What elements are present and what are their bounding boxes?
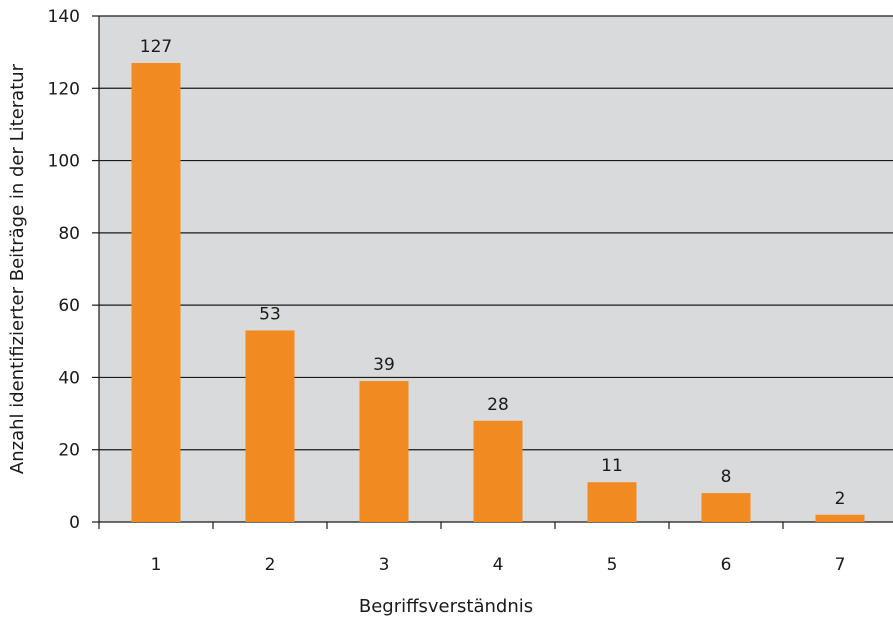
bar [245, 330, 295, 522]
gridlines [99, 15, 893, 451]
x-tick-label: 3 [379, 555, 390, 575]
data-label: 28 [487, 395, 509, 415]
bar [473, 420, 523, 522]
x-tick-label: 6 [721, 555, 732, 575]
bars [131, 62, 865, 522]
y-tick-label: 140 [48, 7, 80, 27]
x-tick-label: 1 [151, 555, 162, 575]
bar [701, 493, 751, 522]
data-label: 53 [259, 304, 281, 324]
y-axis-title: Anzahl identifizierter Beiträge in der L… [7, 63, 28, 474]
x-axis-title: Begriffsverständnis [359, 596, 533, 617]
bar [815, 514, 865, 522]
x-tick-label: 5 [607, 555, 618, 575]
data-labels: 127 53 39 28 11 8 2 [140, 37, 846, 509]
data-label: 11 [601, 456, 623, 476]
y-tick-label: 20 [58, 441, 80, 461]
x-axis: 1 2 3 4 5 6 7 [98, 521, 893, 575]
y-tick-label: 40 [58, 368, 80, 388]
x-tick-label: 7 [835, 555, 846, 575]
bar [359, 381, 409, 522]
bar [131, 62, 181, 522]
x-tick-label: 4 [493, 555, 504, 575]
y-tick-label: 80 [58, 224, 80, 244]
y-tick-label: 120 [48, 79, 80, 99]
data-label: 8 [721, 467, 732, 487]
y-tick-label: 100 [48, 152, 80, 172]
y-tick-label: 0 [69, 513, 80, 533]
y-axis: 0 20 40 60 80 100 120 140 [48, 7, 100, 533]
x-tick-label: 2 [265, 555, 276, 575]
data-label: 2 [835, 489, 846, 509]
bar [587, 482, 637, 522]
y-tick-label: 60 [58, 296, 80, 316]
data-label: 39 [373, 355, 395, 375]
data-label: 127 [140, 37, 172, 57]
